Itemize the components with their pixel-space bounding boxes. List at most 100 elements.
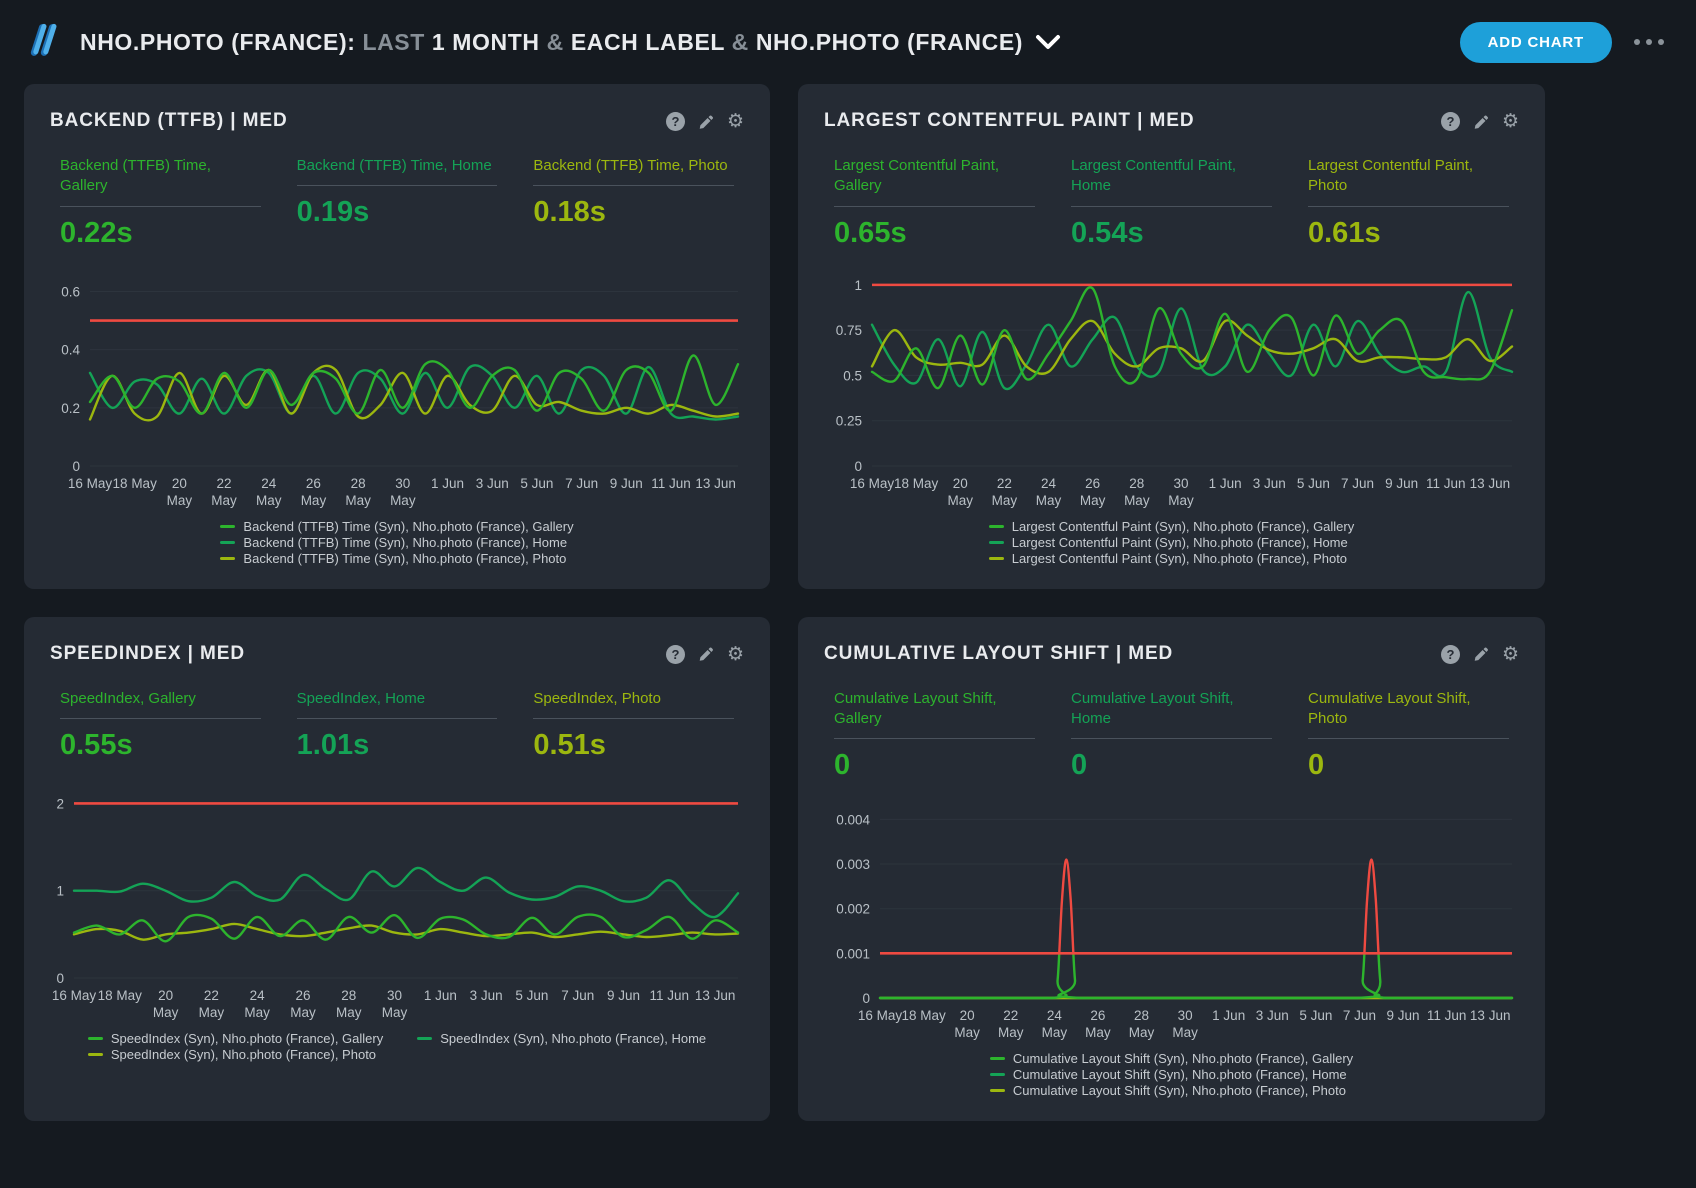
x-tick-label: 1 Jun [1209,476,1242,491]
legend-label: Cumulative Layout Shift (Syn), Nho.photo… [1012,1083,1346,1098]
charts-grid: BACKEND (TTFB) | MED ? ⚙ Backend (TTFB) … [0,84,1696,1147]
legend-label: Largest Contentful Paint (Syn), Nho.phot… [1011,518,1355,534]
stat-value: 0.18s [533,196,606,229]
legend-swatch-icon [87,1052,103,1056]
chart-title: CUMULATIVE LAYOUT SHIFT | MED [824,642,1174,664]
y-tick-label: 0.2 [61,400,80,415]
stat-value: 0 [1071,749,1088,781]
x-tick-label: 30 May [1168,476,1194,508]
chart-title: SPEEDINDEX | MED [50,642,245,664]
x-tick-label: 20 May [954,1008,980,1040]
stat-photo: Largest Contentful Paint, Photo 0.61s [1308,156,1509,250]
y-tick-label: 0.004 [836,812,870,827]
edit-icon[interactable] [698,114,714,130]
y-tick-label: 0.25 [836,413,862,428]
legend-swatch-icon [87,1036,103,1040]
x-tick-label: 22 May [998,1008,1024,1040]
x-tick-label: 5 Jun [520,476,553,491]
y-tick-label: 1 [854,277,862,292]
stat-value: 0.55s [60,728,133,761]
stat-value: 0 [834,749,851,781]
x-tick-label: 5 Jun [1299,1008,1332,1023]
series-line-home [72,866,740,918]
stat-label: Largest Contentful Paint, Photo [1308,156,1509,207]
legend-item-gallery: Backend (TTFB) Time (Syn), Nho.photo (Fr… [220,518,574,534]
legend-row: Backend (TTFB) Time (Syn), Nho.photo (Fr… [220,551,573,566]
more-options-icon[interactable] [1628,29,1670,55]
series-line-gallery [870,285,1514,389]
legend-label: Backend (TTFB) Time (Syn), Nho.photo (Fr… [243,534,568,550]
chart-legend: Backend (TTFB) Time (Syn), Nho.photo (Fr… [220,518,574,566]
legend-swatch-icon [988,524,1004,528]
stat-label: SpeedIndex, Photo [533,689,735,719]
help-icon[interactable]: ? [1440,644,1460,664]
x-tick-label: 28 May [1124,476,1150,508]
stat-value: 1.01s [296,728,370,761]
legend-swatch-icon [989,1057,1005,1060]
page-title-segment: NHO.PHOTO (FRANCE): [80,28,363,55]
legend-swatch-icon [988,540,1004,544]
settings-icon[interactable]: ⚙ [726,642,744,665]
stat-value: 0.54s [1071,216,1144,249]
help-icon[interactable]: ? [665,644,685,664]
stat-home: Backend (TTFB) Time, Home 0.19s [296,156,498,250]
page-title-segment: & [546,28,571,55]
x-tick-label: 7 Jun [561,988,594,1003]
add-chart-button[interactable]: ADD CHART [1459,21,1612,63]
stat-label: Largest Contentful Paint, Gallery [834,156,1035,207]
x-tick-label: 16 May [52,988,97,1003]
legend-label: Cumulative Layout Shift (Syn), Nho.photo… [1012,1067,1347,1082]
legend-item-photo: Cumulative Layout Shift (Syn), Nho.photo… [989,1083,1346,1098]
stat-value: 0.61s [1308,216,1381,249]
speedcurve-logo [24,20,64,65]
x-tick-label: 3 Jun [1253,476,1286,491]
y-tick-label: 0 [56,971,64,986]
stat-label: Largest Contentful Paint, Home [1071,156,1272,207]
page-title-segment: 1 MONTH [431,28,547,55]
stat-label: Cumulative Layout Shift, Home [1071,689,1272,739]
help-icon[interactable]: ? [1440,112,1460,131]
x-tick-label: 13 Jun [695,476,736,491]
chevron-down-icon[interactable] [1035,34,1061,50]
x-tick-label: 30 May [382,988,408,1020]
x-tick-label: 1 Jun [431,476,464,491]
stat-value: 0 [1308,749,1325,781]
y-tick-label: 0 [854,459,862,474]
legend-item-photo: Largest Contentful Paint (Syn), Nho.phot… [988,551,1347,566]
y-tick-label: 1 [56,883,64,898]
legend-row: SpeedIndex (Syn), Nho.photo (France), Ph… [87,1047,706,1062]
edit-icon[interactable] [1473,646,1489,662]
settings-icon[interactable]: ⚙ [1501,642,1519,665]
x-tick-label: 13 Jun [1470,476,1511,491]
stats-row: Largest Contentful Paint, Gallery 0.65s La… [824,156,1519,250]
x-tick-label: 3 Jun [1256,1008,1289,1023]
stat-label: Cumulative Layout Shift, Photo [1308,689,1509,739]
stat-photo: Backend (TTFB) Time, Photo 0.18s [533,156,735,250]
edit-icon[interactable] [1473,114,1489,130]
x-tick-label: 9 Jun [1385,476,1418,491]
x-tick-label: 13 Jun [1470,1008,1511,1023]
legend-label: Backend (TTFB) Time (Syn), Nho.photo (Fr… [243,550,567,566]
settings-icon[interactable]: ⚙ [726,110,744,132]
settings-icon[interactable]: ⚙ [1501,110,1519,132]
dashboard-header: NHO.PHOTO (FRANCE): LAST 1 MONTH & EACH … [0,0,1696,84]
edit-icon[interactable] [698,646,714,662]
series-line-gallery [878,953,1514,1000]
y-tick-label: 0.003 [836,857,870,872]
x-tick-label: 18 May [894,476,939,491]
legend-row: Cumulative Layout Shift (Syn), Nho.photo… [989,1067,1353,1082]
stat-value: 0.22s [60,216,133,249]
legend-swatch-icon [989,1073,1005,1076]
chart-plot: 0 0.2 0.4 0.6 16 May 18 May 20 May 22 May 24 May 26 M… [50,266,744,517]
legend-row: Backend (TTFB) Time (Syn), Nho.photo (Fr… [220,518,574,534]
legend-swatch-icon [417,1036,433,1040]
legend-label: Backend (TTFB) Time (Syn), Nho.photo (Fr… [243,518,574,534]
stat-gallery: SpeedIndex, Gallery 0.55s [60,689,261,762]
stat-label: Cumulative Layout Shift, Gallery [834,689,1035,739]
legend-row: Cumulative Layout Shift (Syn), Nho.photo… [989,1083,1353,1098]
help-icon[interactable]: ? [665,112,685,131]
legend-label: SpeedIndex (Syn), Nho.photo (France), Ho… [440,1030,707,1046]
x-tick-label: 28 May [345,476,371,508]
x-tick-label: 30 May [390,476,416,508]
chart-card-largest-contentful-paint-med: LARGEST CONTENTFUL PAINT | MED ? ⚙ Large… [798,84,1545,589]
